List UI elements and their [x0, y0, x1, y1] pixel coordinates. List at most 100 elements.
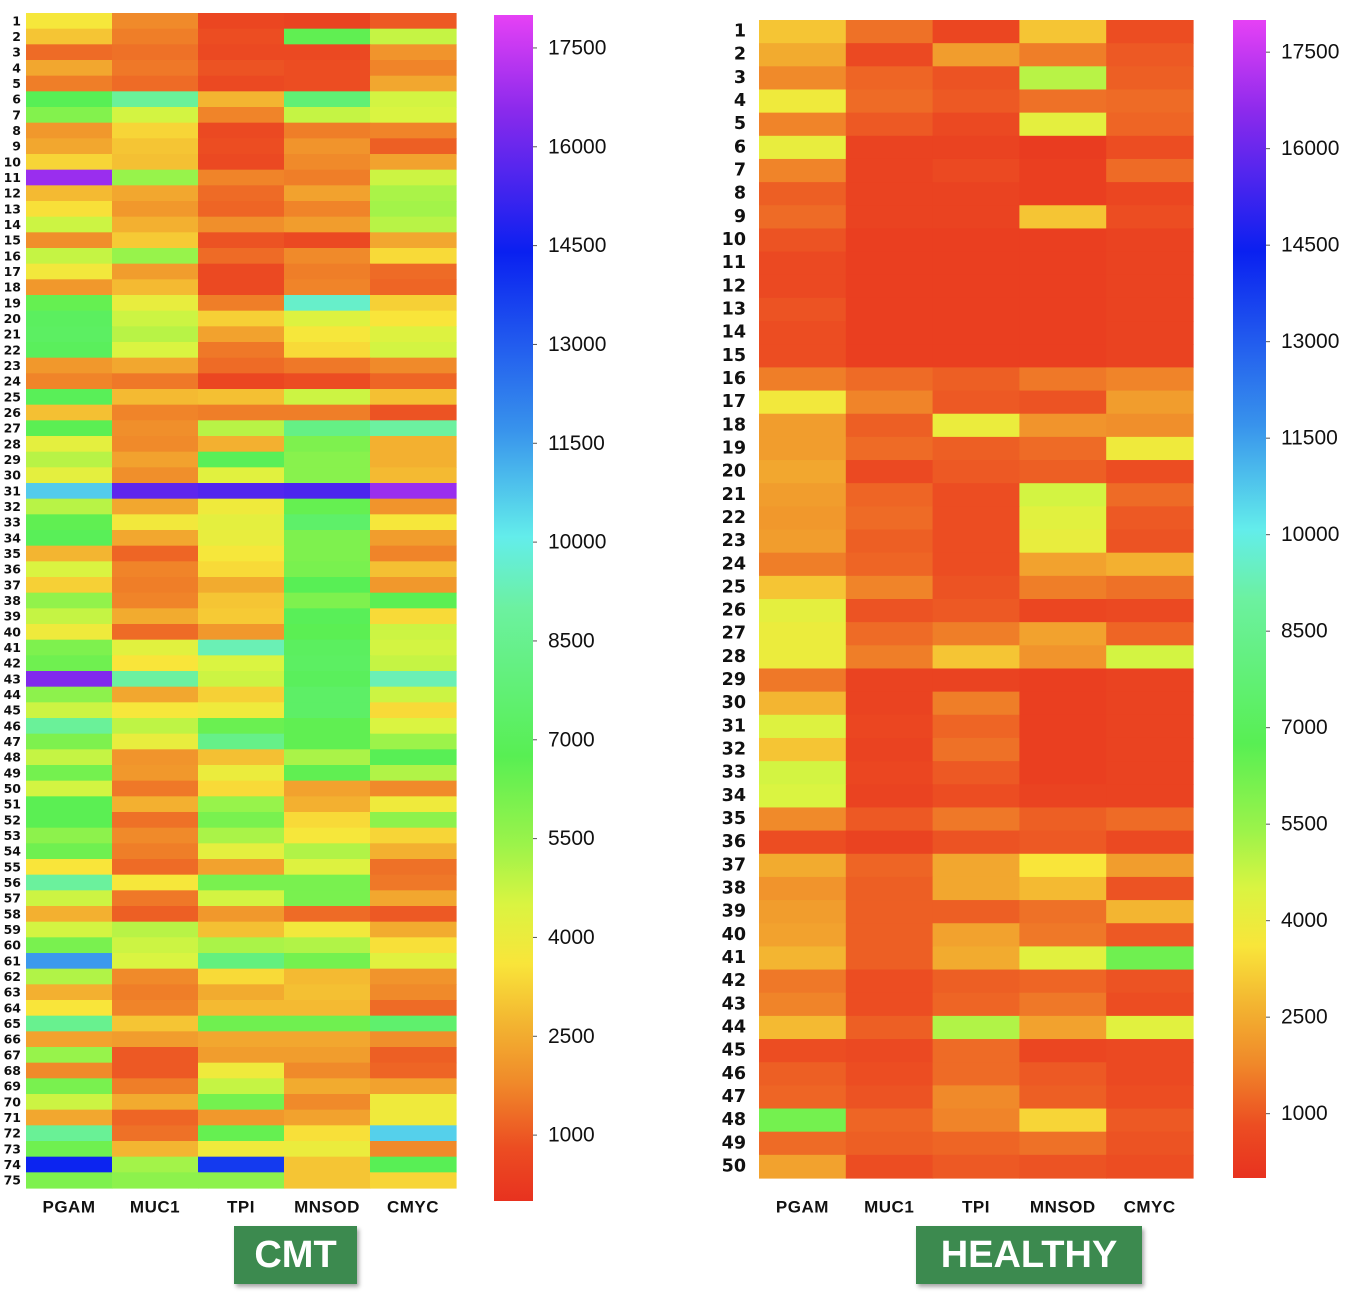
cmt-cell-r18-pgam	[26, 279, 113, 296]
cmt-cell-r73-tpi	[198, 1141, 285, 1158]
healthy-cell-r9-mnsod	[1019, 205, 1107, 230]
cmt-cell-r48-cmyc	[370, 749, 457, 766]
healthy-cell-r36-tpi	[932, 830, 1020, 855]
cmt-cell-r9-cmyc	[370, 138, 457, 155]
healthy-cell-r40-cmyc	[1106, 923, 1194, 947]
healthy-row-label: 4	[734, 91, 746, 111]
healthy-cell-r20-mnsod	[1019, 460, 1107, 484]
cmt-cell-r24-mnsod	[284, 373, 371, 390]
healthy-cell-r37-cmyc	[1106, 853, 1194, 878]
cmt-cell-r40-pgam	[26, 624, 113, 641]
healthy-row-label: 22	[722, 508, 746, 528]
cmt-cell-r36-cmyc	[370, 561, 457, 578]
healthy-cell-r13-tpi	[932, 297, 1020, 322]
healthy-cell-r11-pgam	[759, 251, 847, 276]
cmt-cell-r48-tpi	[198, 749, 285, 766]
cmt-cell-r18-tpi	[198, 279, 285, 296]
cmt-cell-r29-pgam	[26, 451, 113, 468]
cmt-cell-r63-cmyc	[370, 984, 457, 1001]
cmt-cell-r42-tpi	[198, 655, 285, 672]
cmt-colorbar-tick-label: 16000	[548, 135, 606, 158]
healthy-cell-r7-muc1	[845, 158, 934, 183]
cmt-row-label: 60	[4, 938, 22, 953]
cmt-cell-r1-tpi	[198, 13, 285, 30]
cmt-cell-r58-muc1	[112, 906, 199, 923]
healthy-cell-r48-cmyc	[1106, 1108, 1194, 1133]
healthy-cell-r39-mnsod	[1019, 900, 1107, 924]
healthy-cell-r44-cmyc	[1106, 1015, 1194, 1040]
cmt-cell-r13-tpi	[198, 201, 285, 218]
cmt-cell-r24-muc1	[112, 373, 199, 390]
cmt-cell-r55-cmyc	[370, 859, 457, 876]
cmt-row-label: 47	[4, 734, 21, 749]
cmt-cell-r45-pgam	[26, 702, 113, 719]
cmt-cell-r65-pgam	[26, 1015, 113, 1032]
cmt-cell-r43-tpi	[198, 671, 285, 688]
cmt-cell-r6-cmyc	[370, 91, 457, 108]
cmt-cell-r31-muc1	[112, 483, 199, 500]
cmt-row-label: 75	[4, 1173, 21, 1188]
cmt-cell-r75-tpi	[198, 1172, 285, 1189]
healthy-row-label: 21	[722, 485, 746, 505]
cmt-cell-r38-pgam	[26, 592, 113, 609]
healthy-cell-r7-mnsod	[1019, 158, 1107, 183]
healthy-cell-r33-tpi	[932, 761, 1020, 785]
healthy-cell-r12-tpi	[932, 274, 1020, 299]
healthy-cell-r5-muc1	[845, 112, 934, 137]
cmt-row-label: 7	[12, 107, 21, 122]
cmt-row-label: 25	[4, 389, 21, 404]
healthy-cell-r11-cmyc	[1106, 251, 1194, 276]
healthy-cell-r1-mnsod	[1019, 20, 1107, 44]
healthy-cell-r13-muc1	[845, 297, 934, 322]
cmt-cell-r60-tpi	[198, 937, 285, 954]
cmt-column-label-mnsod: MNSOD	[294, 1198, 360, 1217]
healthy-row-label: 15	[722, 346, 746, 366]
cmt-row-label: 37	[4, 577, 21, 592]
cmt-cell-r42-cmyc	[370, 655, 457, 672]
healthy-cell-r14-tpi	[932, 321, 1020, 345]
healthy-cell-r47-tpi	[932, 1085, 1020, 1110]
cmt-cell-r23-tpi	[198, 357, 285, 374]
cmt-row-label: 33	[4, 515, 21, 530]
cmt-cell-r69-pgam	[26, 1078, 113, 1095]
cmt-cell-r10-cmyc	[370, 154, 457, 171]
cmt-cell-r55-pgam	[26, 859, 113, 876]
healthy-row-label: 24	[722, 554, 746, 574]
cmt-cell-r44-pgam	[26, 686, 113, 703]
cmt-cell-r34-pgam	[26, 530, 113, 547]
healthy-cell-r1-cmyc	[1106, 20, 1194, 44]
cmt-cell-r69-muc1	[112, 1078, 199, 1095]
healthy-cell-r1-pgam	[759, 20, 847, 44]
cmt-cell-r64-tpi	[198, 1000, 285, 1017]
healthy-cell-r7-tpi	[932, 158, 1020, 183]
cmt-cell-r40-mnsod	[284, 624, 371, 641]
healthy-colorbar-tick-label: 2500	[1281, 1006, 1328, 1029]
cmt-cell-r71-muc1	[112, 1109, 199, 1126]
cmt-cell-r33-cmyc	[370, 514, 457, 531]
cmt-row-label: 71	[4, 1110, 21, 1125]
cmt-colorbar-tick-label: 14500	[548, 234, 606, 257]
cmt-cell-r70-pgam	[26, 1094, 113, 1111]
cmt-cell-r3-muc1	[112, 44, 199, 61]
cmt-cell-r29-cmyc	[370, 451, 457, 468]
cmt-row-label: 12	[4, 186, 21, 201]
healthy-colorbar-tick-label: 10000	[1281, 523, 1339, 546]
healthy-colorbar-tick-label: 11500	[1281, 427, 1338, 450]
cmt-row-label: 65	[4, 1016, 21, 1031]
cmt-cell-r6-pgam	[26, 91, 113, 108]
healthy-cell-r45-cmyc	[1106, 1039, 1194, 1063]
cmt-cell-r54-tpi	[198, 843, 285, 860]
cmt-row-label: 9	[12, 139, 21, 154]
healthy-row-label: 23	[722, 531, 746, 551]
cmt-cell-r25-pgam	[26, 389, 113, 406]
cmt-cell-r1-mnsod	[284, 13, 371, 30]
healthy-cell-r46-tpi	[932, 1062, 1020, 1086]
healthy-cell-r19-muc1	[845, 436, 934, 461]
healthy-cell-r32-muc1	[845, 737, 934, 762]
healthy-cell-r25-pgam	[759, 575, 847, 600]
healthy-row-label: 46	[722, 1064, 746, 1084]
cmt-cell-r75-mnsod	[284, 1172, 371, 1189]
cmt-cell-r59-cmyc	[370, 921, 457, 938]
cmt-row-label: 20	[4, 311, 22, 326]
cmt-row-label: 41	[4, 640, 21, 655]
